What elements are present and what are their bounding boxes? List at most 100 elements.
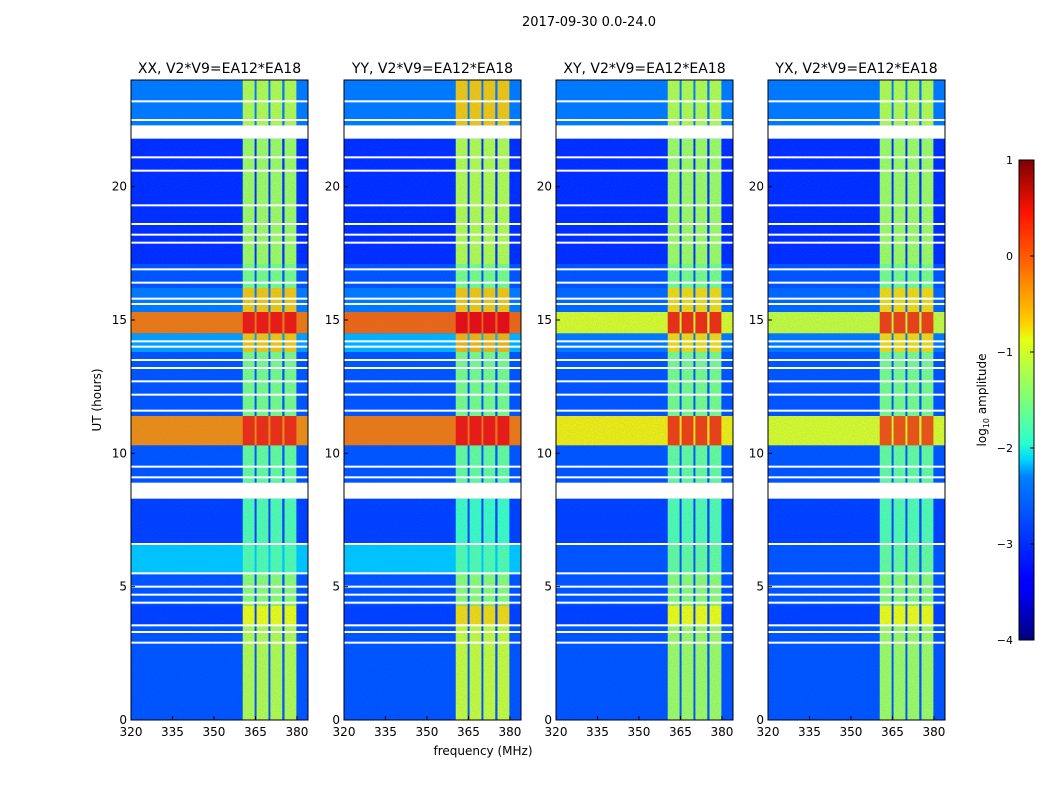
x-tick-label: 350: [628, 725, 651, 739]
flagged-line: [768, 223, 945, 225]
flagged-line: [131, 631, 308, 633]
flagged-line: [131, 156, 308, 159]
flagged-line: [131, 100, 308, 103]
panel-yy: YY, V2*V9=EA12*EA18 0 5 10 15 20 320 335 350 365 3…: [325, 61, 522, 739]
flagged-line: [344, 543, 521, 545]
flagged-line: [768, 119, 945, 121]
y-tick-label: 0: [332, 713, 340, 727]
y-tick-label: 5: [332, 580, 340, 594]
y-tick-label: 5: [544, 580, 552, 594]
flagged-line: [768, 585, 945, 588]
flagged-line: [556, 204, 733, 207]
x-tick-label: 320: [545, 725, 568, 739]
colorbar-tick-label: −1: [997, 346, 1013, 359]
flagged-line: [344, 156, 521, 159]
flagged-line: [768, 340, 945, 343]
flagged-line: [131, 641, 308, 644]
flagged-line: [131, 119, 308, 121]
flagged-line: [556, 100, 733, 103]
flagged-line: [768, 297, 945, 300]
flagged-line: [344, 204, 521, 207]
flagged-line: [131, 204, 308, 207]
flagged-line: [768, 572, 945, 575]
y-tick-label: 0: [119, 713, 127, 727]
flagged-line: [344, 119, 521, 121]
panel-title: XX, V2*V9=EA12*EA18: [138, 61, 301, 77]
flagged-line: [556, 624, 733, 627]
flagged-line: [768, 303, 945, 305]
flagged-line: [131, 281, 308, 284]
flagged-line: [131, 593, 308, 596]
heatmap-noise: [344, 80, 521, 720]
y-tick-label: 15: [112, 313, 127, 327]
flagged-line: [131, 303, 308, 305]
flagged-line: [556, 409, 733, 412]
flagged-line: [131, 233, 308, 236]
flagged-line: [556, 585, 733, 588]
flagged-line: [556, 119, 733, 121]
x-tick-label: 380: [498, 725, 521, 739]
flagged-line: [131, 465, 308, 468]
flagged-line: [131, 572, 308, 575]
axes-frame: [767, 79, 946, 721]
flagged-line: [556, 572, 733, 575]
figure-title: 2017-09-30 0.0-24.0: [522, 15, 656, 30]
panel-title: YY, V2*V9=EA12*EA18: [351, 61, 513, 77]
flagged-line: [768, 359, 945, 361]
y-tick-label: 10: [325, 446, 340, 460]
flagged-line: [131, 601, 308, 604]
flagged-line: [768, 393, 945, 396]
flagged-line: [556, 465, 733, 468]
x-axis-label: frequency (MHz): [433, 744, 532, 758]
flagged-line: [556, 380, 733, 383]
panel-xx: XX, V2*V9=EA12*EA18 0 5 10 15 20 320 335 350 365 3…: [112, 61, 309, 739]
flagged-line: [131, 409, 308, 412]
flagged-line: [131, 543, 308, 545]
flagged-line: [131, 380, 308, 383]
panel-xy: XY, V2*V9=EA12*EA18 0 5 10 15 20 320 335 350 365 3…: [537, 61, 734, 739]
x-tick-label: 365: [244, 725, 267, 739]
x-tick-label: 320: [120, 725, 143, 739]
y-tick-label: 15: [749, 313, 764, 327]
flagged-line: [768, 169, 945, 172]
flagged-line: [556, 241, 733, 244]
flagged-line: [556, 345, 733, 348]
flagged-line: [556, 393, 733, 396]
flagged-line: [131, 359, 308, 361]
flagged-line: [556, 641, 733, 644]
y-tick-label: 10: [749, 446, 764, 460]
flagged-line: [768, 465, 945, 468]
x-tick-label: 380: [922, 725, 945, 739]
flagged-line: [131, 476, 308, 479]
flagged-line: [556, 303, 733, 305]
heatmap-noise: [556, 80, 733, 720]
flagged-line: [131, 340, 308, 343]
flagged-line: [768, 345, 945, 348]
flagged-line: [556, 340, 733, 343]
flagged-line: [344, 476, 521, 479]
x-tick-label: 350: [416, 725, 439, 739]
flagged-line: [131, 268, 308, 271]
flagged-line: [344, 359, 521, 361]
colorbar-tick-label: 0: [1006, 250, 1013, 263]
flagged-line: [131, 624, 308, 627]
y-tick-label: 20: [325, 180, 340, 194]
y-tick-label: 20: [112, 180, 127, 194]
flagged-region: [768, 482, 945, 499]
flagged-line: [768, 367, 945, 369]
flagged-line: [344, 593, 521, 596]
flagged-line: [344, 367, 521, 369]
flagged-line: [344, 303, 521, 305]
flagged-line: [131, 223, 308, 225]
flagged-line: [768, 409, 945, 412]
flagged-line: [344, 631, 521, 633]
panel-title: XY, V2*V9=EA12*EA18: [563, 61, 725, 77]
flagged-line: [768, 156, 945, 159]
flagged-line: [556, 543, 733, 545]
panel-title: YX, V2*V9=EA12*EA18: [774, 61, 937, 77]
flagged-line: [131, 345, 308, 348]
flagged-line: [768, 241, 945, 244]
x-tick-label: 320: [757, 725, 780, 739]
colorbar: log10 amplitude 1 0 −1 −2 −3 −4: [975, 154, 1035, 647]
axes-frame: [130, 79, 309, 721]
